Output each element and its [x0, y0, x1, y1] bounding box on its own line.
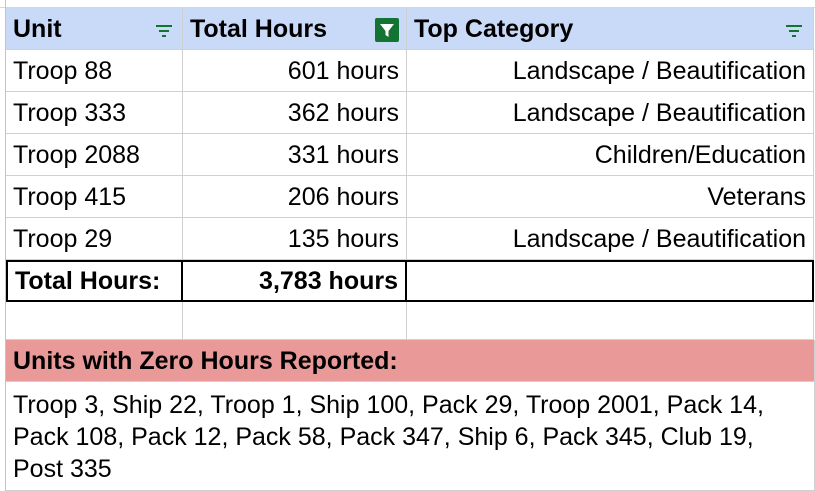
- header-cell: Total Hours: [183, 8, 407, 50]
- empty-cell: [6, 302, 183, 340]
- empty-cell: [183, 302, 407, 340]
- left-border: [5, 0, 6, 491]
- filter-button[interactable]: [782, 19, 806, 43]
- total-empty: [407, 260, 814, 302]
- table-cell: 135 hours: [183, 218, 407, 260]
- table-cell: 206 hours: [183, 176, 407, 218]
- filter-button[interactable]: [375, 18, 399, 42]
- section-title: Units with Zero Hours Reported:: [6, 340, 815, 382]
- table-cell: Children/Education: [407, 134, 814, 176]
- top-strip: [0, 0, 815, 8]
- table-cell: Troop 333: [6, 92, 183, 134]
- table-cell: Veterans: [407, 176, 814, 218]
- table-cell: 362 hours: [183, 92, 407, 134]
- filter-button[interactable]: [152, 19, 176, 43]
- table-cell: 601 hours: [183, 50, 407, 92]
- header-cell: Unit: [6, 8, 183, 50]
- total-label: Total Hours:: [6, 260, 183, 302]
- table-cell: Troop 415: [6, 176, 183, 218]
- empty-cell: [407, 302, 814, 340]
- table-cell: Landscape / Beautification: [407, 218, 814, 260]
- total-value: 3,783 hours: [183, 260, 407, 302]
- table-cell: Troop 2088: [6, 134, 183, 176]
- table-cell: Troop 88: [6, 50, 183, 92]
- table-cell: Landscape / Beautification: [407, 92, 814, 134]
- header-cell: Top Category: [407, 8, 814, 50]
- unit-list: Troop 3, Ship 22, Troop 1, Ship 100, Pac…: [6, 382, 815, 491]
- table-cell: 331 hours: [183, 134, 407, 176]
- table-cell: Troop 29: [6, 218, 183, 260]
- table-cell: Landscape / Beautification: [407, 50, 814, 92]
